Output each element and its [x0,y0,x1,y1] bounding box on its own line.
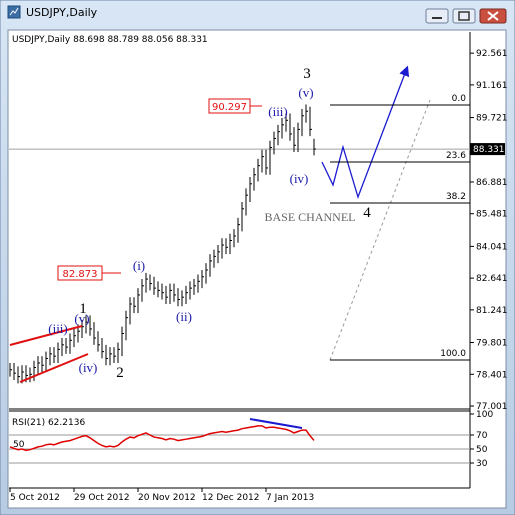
maximize-glyph [458,11,470,21]
rsi-level-label: 50 [13,440,25,450]
channel-line [9,325,83,346]
last-price-label: 88.331 [473,145,505,155]
close-glyph [487,11,499,21]
wave-label: (ii) [176,309,192,324]
y-tick-label: 89.721 [476,114,508,124]
minimize-button[interactable] [425,8,449,24]
high-label: 90.297 [212,102,247,113]
y-tick-label: 77.001 [476,402,508,412]
rsi-line [9,425,315,452]
channel-label: BASE CHANNEL [264,210,355,224]
fib-label: 23.6 [446,151,466,161]
y-tick-label: 50 [476,445,488,455]
wave-label: (iv) [79,360,98,375]
wave-label: 2 [116,365,124,381]
maximize-button[interactable] [452,8,476,24]
last-price-tag [470,143,505,156]
rsi-header: RSI(21) 62.2136 [12,418,85,428]
x-tick-label: 7 Jan 2013 [266,493,314,503]
wave-label: (v) [298,85,313,100]
y-tick-label: 30 [476,459,488,469]
y-tick-label: 79.801 [476,339,508,349]
y-tick-label: 84.041 [476,242,508,252]
divergence-line [249,418,303,429]
fib-label: 38.2 [446,192,466,202]
x-tick-label: 12 Dec 2012 [202,493,260,503]
icon-glyph [9,7,19,16]
y-tick-label: 78.401 [476,370,508,380]
wave-label: (iv) [290,171,309,186]
fib-label: 100.0 [440,349,466,359]
chart-header: USDJPY,Daily 88.698 88.789 88.056 88.331 [12,35,208,45]
y-tick-label: 70 [476,431,488,441]
y-tick-label: 86.881 [476,178,508,188]
wave-label: 1 [79,301,87,317]
y-tick-label: 92.561 [476,49,508,59]
channel-line [19,353,89,383]
y-tick-label: 100 [476,410,493,420]
wave-label: 3 [303,66,311,82]
fib-label: 0.0 [452,94,467,104]
y-tick-label: 82.641 [476,274,508,284]
y-tick-label: 91.161 [476,81,508,91]
x-tick-label: 5 Oct 2012 [10,493,60,503]
wave-label: (iii) [268,104,288,119]
y-tick-label: 81.241 [476,306,508,316]
window-buttons[interactable] [425,8,507,24]
window-title: USDJPY,Daily [26,6,98,19]
x-tick-label: 20 Nov 2012 [138,493,196,503]
base-channel-line [329,99,431,361]
wave-label: (iii) [48,321,68,336]
wave-label: (i) [133,258,145,273]
wave-label: (v) [74,311,89,326]
x-tick-label: 29 Oct 2012 [74,493,130,503]
wave-label: 4 [363,205,371,221]
projection-path [321,65,410,200]
y-tick-label: 85.481 [476,210,508,220]
high-label: 82.873 [63,269,98,280]
